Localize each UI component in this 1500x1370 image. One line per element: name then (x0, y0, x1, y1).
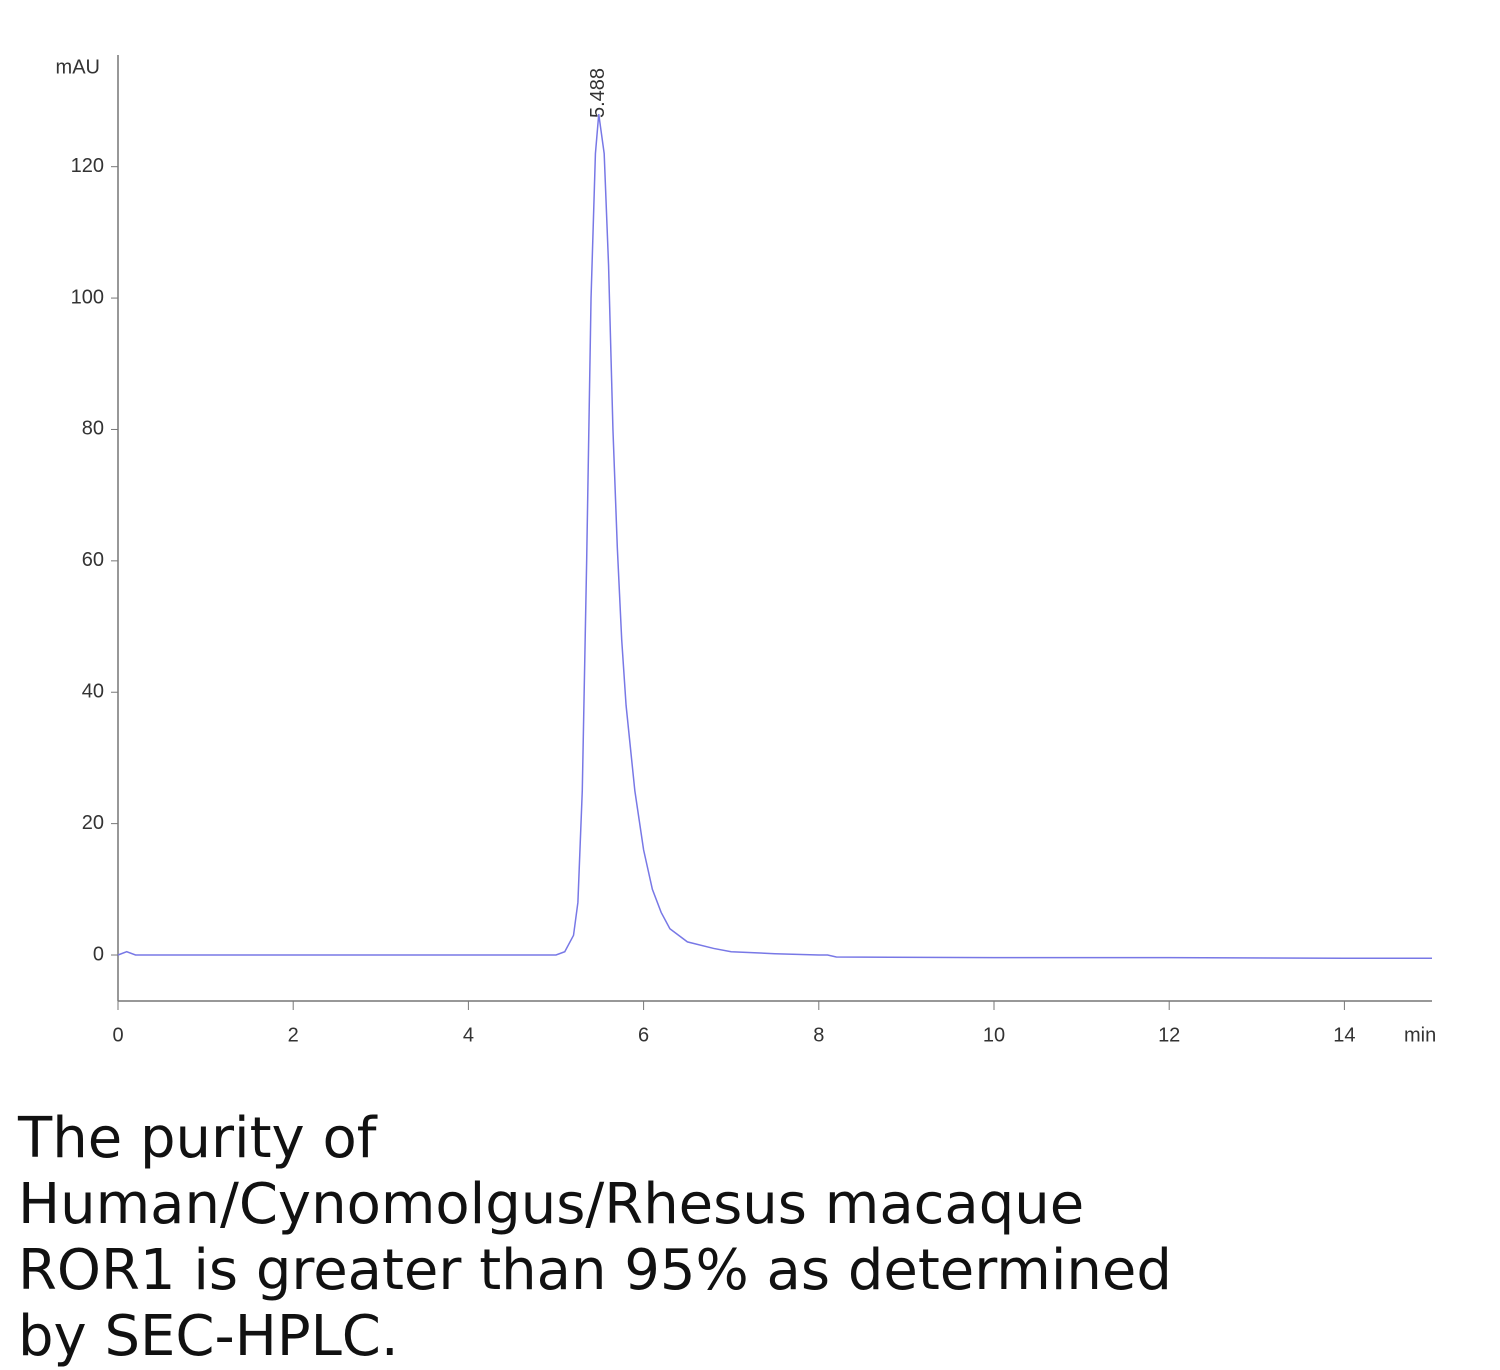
x-tick-label: 2 (288, 1024, 299, 1046)
x-tick-label: 4 (463, 1024, 474, 1046)
y-tick-label: 120 (71, 155, 104, 177)
x-tick-label: 8 (813, 1024, 824, 1046)
y-axis-label: mAU (56, 56, 100, 78)
x-tick-label: 14 (1333, 1024, 1355, 1046)
y-tick-label: 100 (71, 286, 104, 308)
x-tick-label: 12 (1158, 1024, 1180, 1046)
peak-label: 5.488 (587, 68, 609, 118)
y-tick-label: 60 (82, 549, 104, 571)
y-tick-label: 80 (82, 418, 104, 440)
y-tick-label: 40 (82, 681, 104, 703)
y-tick-label: 20 (82, 812, 104, 834)
x-tick-label: 0 (112, 1024, 123, 1046)
x-axis-label: min (1404, 1024, 1436, 1046)
x-tick-label: 6 (638, 1024, 649, 1046)
caption: The purity of Human/Cynomolgus/Rhesus ma… (18, 1106, 1172, 1369)
x-tick-label: 10 (983, 1024, 1005, 1046)
chart: mAU min 0 20 40 60 80 100 120 0 2 4 6 8 10 12 14 5.488 (56, 55, 1436, 1046)
chromatogram-line (117, 114, 1432, 960)
y-tick-label: 0 (93, 943, 104, 965)
page: mAU min 0 20 40 60 80 100 120 0 2 4 6 8 10 12 14 5.488 … (18, 55, 1437, 1369)
